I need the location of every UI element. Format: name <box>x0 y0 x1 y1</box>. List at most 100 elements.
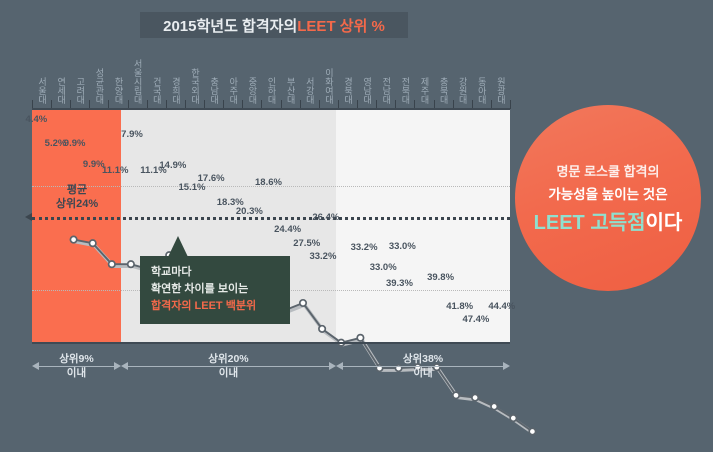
callout-line3: 합격자의 LEET 백분위 <box>151 300 257 312</box>
average-label: 평균 상위24% <box>42 183 112 211</box>
bracket-label: 상위20% 이내 <box>121 352 336 380</box>
data-point-marker <box>107 260 116 269</box>
data-point-label: 5.2% <box>44 138 67 150</box>
data-point-label: 11.1% <box>140 164 167 176</box>
data-point-marker <box>471 393 480 402</box>
page-title-part2: LEET 상위 % <box>297 17 385 35</box>
category-label: 전북대 <box>400 77 411 104</box>
bracket-label-top: 상위9% <box>59 353 94 365</box>
circle-line3: LEET 고득점이다 <box>534 209 683 237</box>
bracket-label-top: 상위20% <box>208 353 249 365</box>
bracket-arrow-right-icon <box>113 362 121 370</box>
range-brackets: 상위9% 이내 상위20% 이내 상위38% 이내 <box>32 352 510 396</box>
data-point-marker <box>126 260 135 269</box>
category-label: 제주대 <box>419 77 430 104</box>
category-label: 충남대 <box>209 77 220 104</box>
conclusion-circle: 명문 로스쿨 합격의 가능성을 높이는 것은 LEET 고득점이다 <box>515 105 701 291</box>
data-point-marker <box>298 298 308 308</box>
data-point-marker <box>413 363 422 372</box>
data-point-label: 17.6% <box>197 172 225 184</box>
data-point-marker <box>69 235 78 244</box>
axis-bottom-line <box>32 342 510 344</box>
data-point-marker <box>356 333 365 342</box>
bracket-label: 상위9% 이내 <box>32 352 121 380</box>
data-point-marker <box>528 427 537 436</box>
data-point-label: 41.8% <box>446 301 474 313</box>
category-label: 동아대 <box>476 77 487 104</box>
bracket-arrow-right-icon <box>329 362 336 370</box>
data-point-label: 33.0% <box>369 262 397 274</box>
data-point-label: 15.1% <box>178 182 206 194</box>
category-labels: 서울대 연세대 고려대 성균관대 한양대 서울시립대 건국대 경희대 한국외대 충남대 아주대 중앙대… <box>32 48 510 104</box>
bracket-arrow-right-icon <box>503 362 510 370</box>
data-point-label: 4.4% <box>25 113 48 125</box>
data-point-label: 26.4% <box>312 211 340 223</box>
data-point-label: 20.3% <box>235 205 263 217</box>
bracket-arrow-left-icon <box>32 362 39 370</box>
callout-pointer-icon <box>168 236 188 257</box>
circle-line2: 가능성을 높이는 것은 <box>548 186 668 202</box>
bracket-line <box>39 366 114 367</box>
category-label: 원광대 <box>495 77 506 104</box>
callout-line2: 확연한 차이를 보이는 <box>151 283 249 295</box>
bracket-line <box>127 366 329 367</box>
infographic-root: 2015학년도 합격자의 LEET 상위 % 서울대 연세대 고려대 성균관대 한양대 서… <box>25 12 701 436</box>
bracket-label-bottom: 이내 <box>66 367 87 379</box>
data-point-label: 39.3% <box>385 278 413 290</box>
line-series <box>69 235 537 436</box>
data-point-label: 7.9% <box>121 129 143 141</box>
category-label: 강원대 <box>457 77 468 104</box>
zone-top9 <box>32 110 121 342</box>
category-label: 이화여대 <box>323 68 334 104</box>
category-label: 서울시립대 <box>132 59 143 104</box>
category-label: 경북대 <box>342 77 353 104</box>
category-label: 영남대 <box>362 77 373 104</box>
axis-top-line <box>32 108 510 110</box>
callout-box: 학교마다 확연한 차이를 보이는 합격자의 LEET 백분위 <box>140 256 290 324</box>
data-point-marker <box>490 402 499 411</box>
data-point-label: 9.9% <box>82 159 105 171</box>
category-label: 서강대 <box>304 77 315 104</box>
data-point-label: 27.5% <box>293 237 321 249</box>
data-point-marker <box>318 324 327 333</box>
average-label-line1: 평균 <box>66 184 88 197</box>
category-label: 아주대 <box>228 77 239 104</box>
callout-line1: 학교마다 <box>151 266 192 278</box>
bracket-line <box>343 366 503 367</box>
category-label: 한양대 <box>113 77 124 104</box>
data-point-label: 9.9% <box>63 138 86 150</box>
circle-line3-rest: 이다 <box>645 211 683 234</box>
gridline-1 <box>32 186 510 187</box>
average-line <box>32 217 510 221</box>
data-point-marker <box>451 391 461 400</box>
bracket-label: 상위38% 이내 <box>336 352 510 380</box>
data-point-label: 24.4% <box>274 223 302 235</box>
category-label: 건국대 <box>151 77 162 104</box>
data-point-label: 33.0% <box>388 241 416 253</box>
axis-ticks <box>32 100 511 109</box>
circle-line3-highlight: LEET 고득점 <box>533 211 646 234</box>
circle-line1: 명문 로스쿨 합격의 <box>556 163 660 179</box>
data-point-label: 44.4% <box>488 301 516 313</box>
category-label: 전남대 <box>381 77 392 104</box>
average-label-line2: 상위24% <box>55 198 99 211</box>
category-label: 경희대 <box>170 77 181 104</box>
data-point-label: 39.8% <box>427 271 455 283</box>
bracket-label-bottom: 이내 <box>218 367 239 379</box>
page-title: 2015학년도 합격자의 LEET 상위 % <box>140 12 408 38</box>
category-label: 충북대 <box>438 77 449 104</box>
bracket-arrow-left-icon <box>120 362 128 370</box>
category-label: 한국외대 <box>190 68 201 104</box>
bracket-label-top: 상위38% <box>402 353 444 365</box>
data-point-label: 18.6% <box>255 176 282 188</box>
data-point-label: 14.9% <box>159 160 187 172</box>
data-point-marker <box>88 239 97 248</box>
data-point-marker <box>432 363 441 372</box>
page-title-part1: 2015학년도 합격자의 <box>163 17 298 35</box>
bracket-label-bottom: 이내 <box>413 367 433 379</box>
category-label: 고려대 <box>75 77 86 104</box>
data-point-label: 33.2% <box>350 242 378 254</box>
category-label: 부산대 <box>285 77 296 104</box>
data-point-label: 18.3% <box>216 196 244 208</box>
bracket-arrow-left-icon <box>336 362 343 370</box>
